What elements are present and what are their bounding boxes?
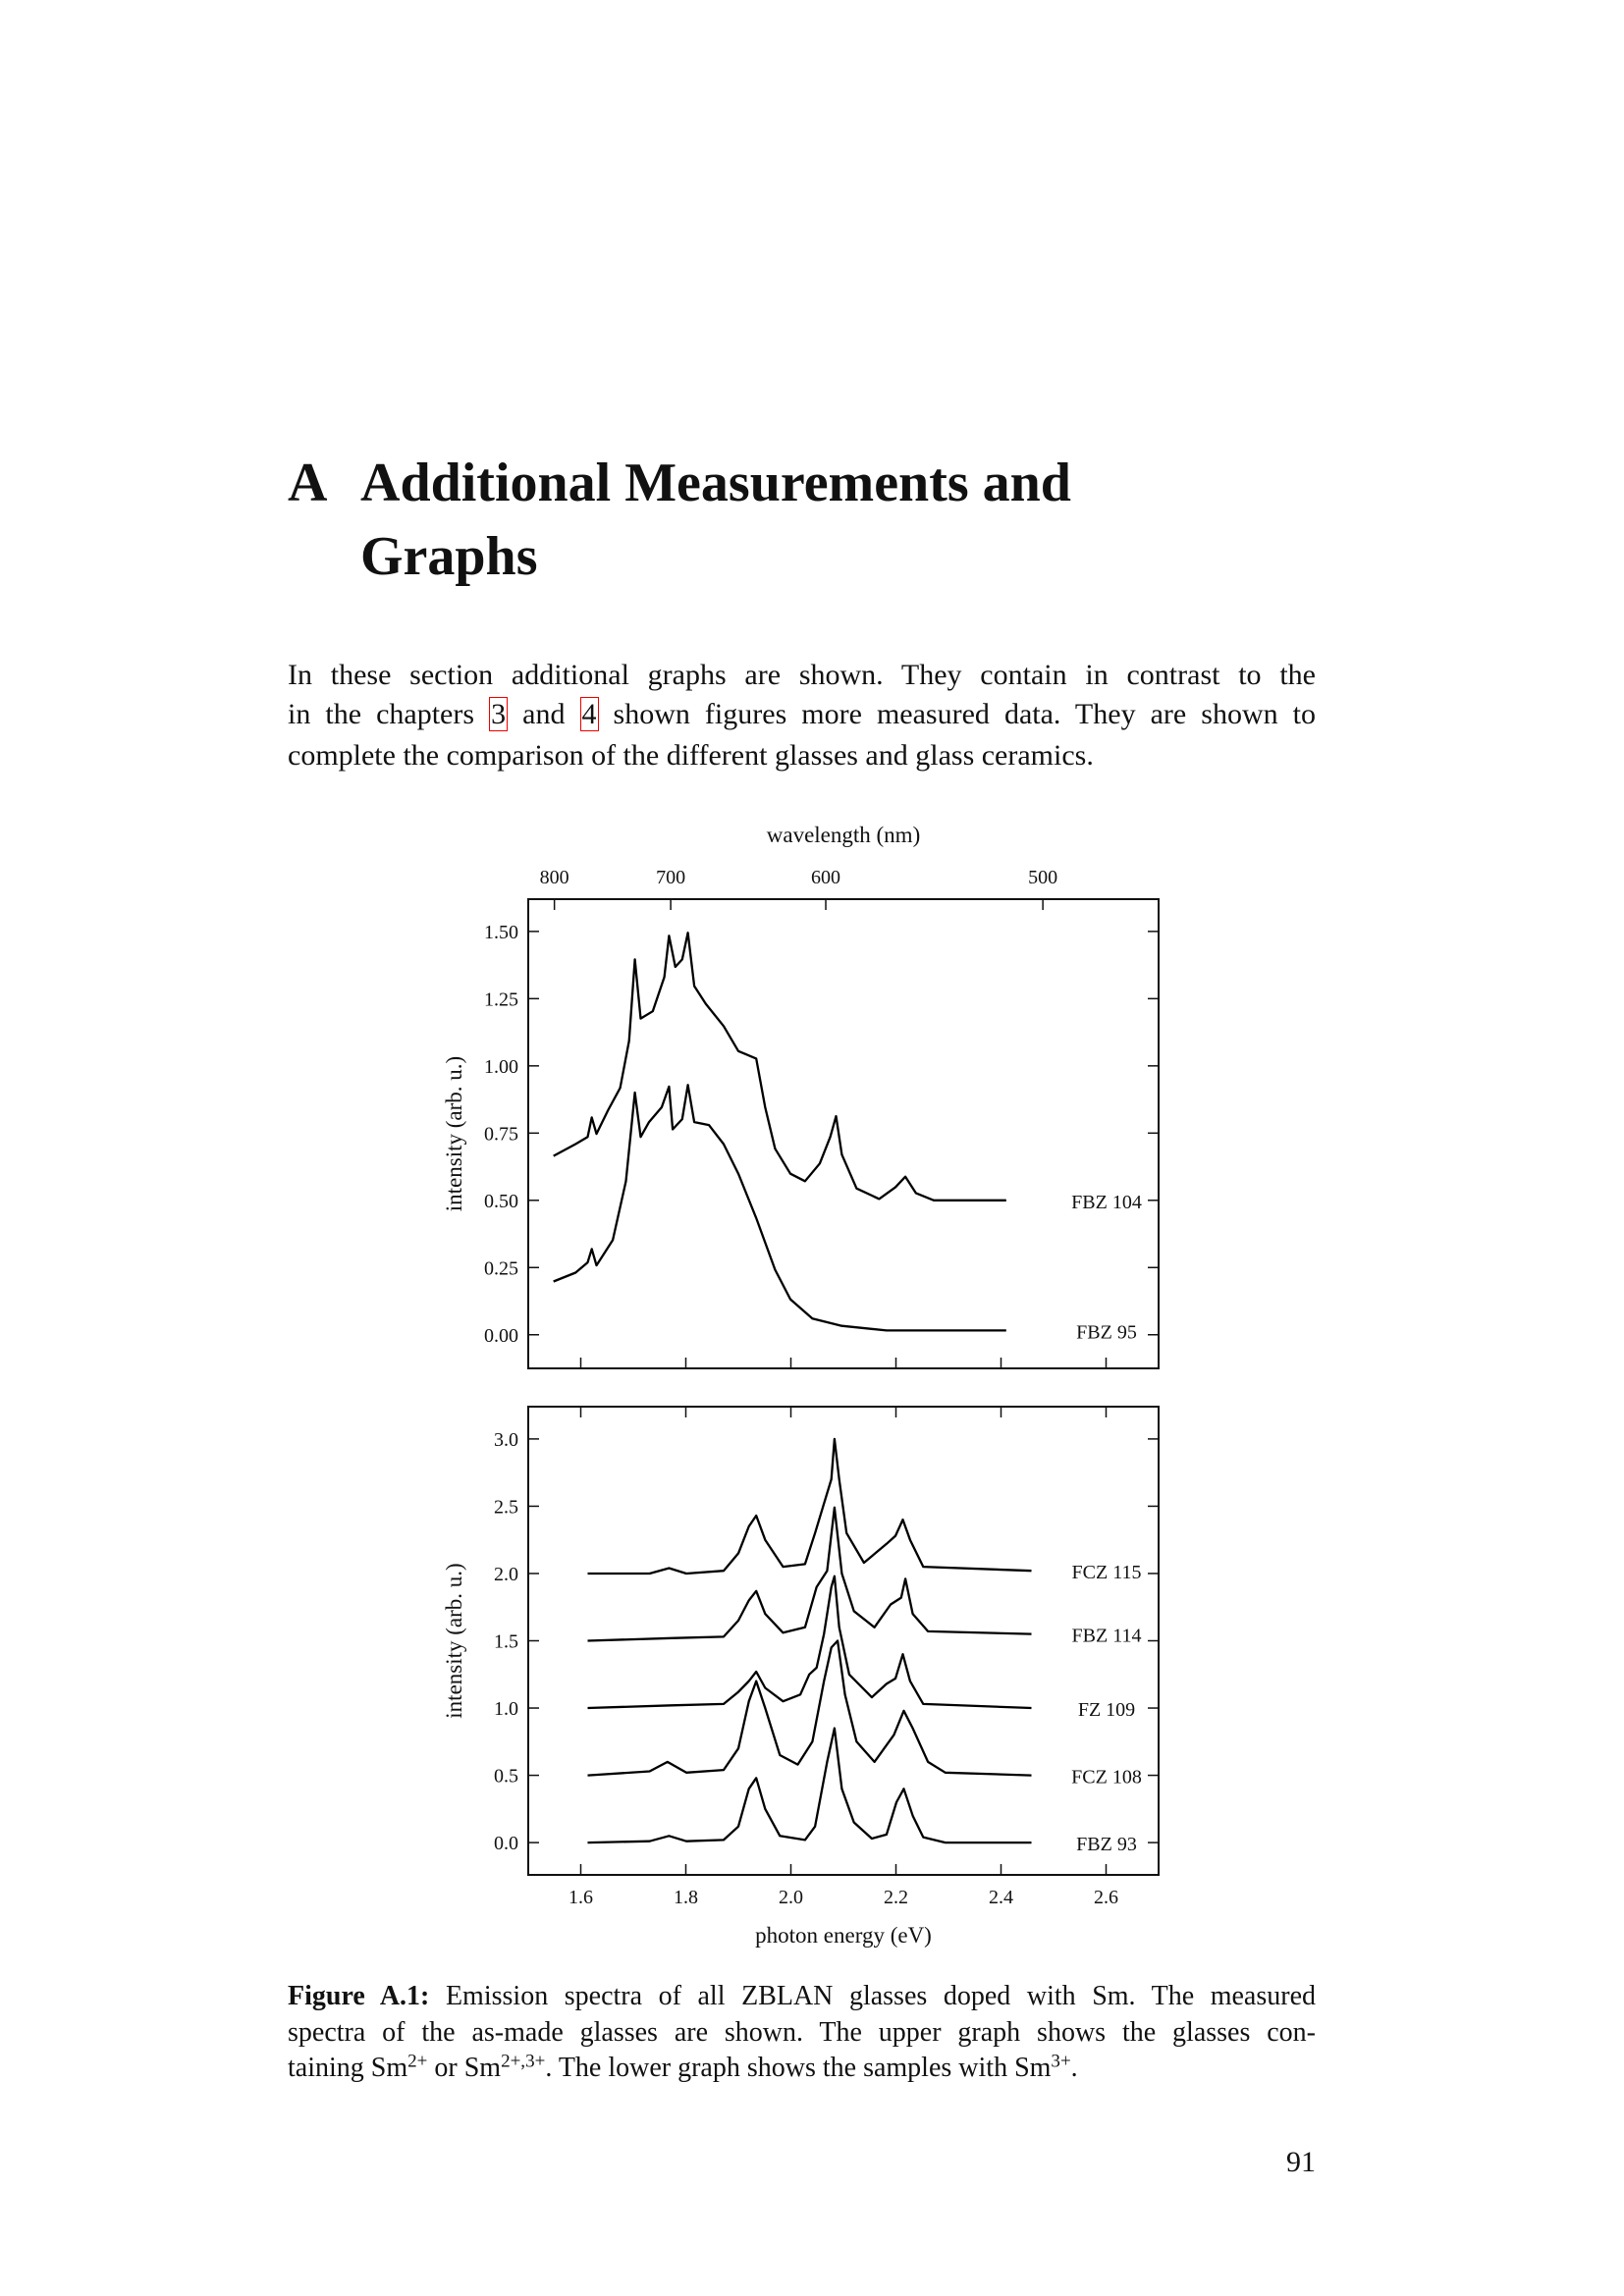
chapter-link[interactable]: 4 — [579, 697, 599, 731]
spectrum-line — [587, 1437, 1032, 1575]
y-tick-label: 0.50 — [484, 1191, 518, 1212]
x-tick-label: 1.8 — [674, 1887, 698, 1908]
x2-tick-label: 700 — [656, 867, 685, 888]
caption-line: spectra of the as-made glasses are shown… — [288, 2017, 1316, 2048]
text: . — [1070, 2053, 1078, 2083]
y-tick-label: 0.25 — [484, 1257, 518, 1279]
series-label: FBZ 104 — [1071, 1192, 1142, 1213]
paragraph-line: In these section additional graphs are s… — [288, 659, 1316, 691]
heading-number: A — [288, 453, 328, 513]
text: shown figures more measured data. They a… — [613, 698, 1317, 730]
caption-line: Figure A.1: Emission spectra of all ZBLA… — [288, 1983, 1316, 2010]
x-tick-label: 1.6 — [568, 1887, 593, 1908]
y-tick-label: 2.0 — [494, 1564, 518, 1585]
text: taining Sm — [288, 2053, 408, 2083]
x-tick-label: 2.0 — [779, 1887, 803, 1908]
text: in the chapters — [288, 698, 475, 730]
superscript: 2+ — [407, 2051, 428, 2072]
series-label: FBZ 95 — [1076, 1321, 1137, 1343]
series-label: FZ 109 — [1078, 1699, 1135, 1721]
heading-line: Graphs — [360, 526, 538, 587]
x-tick-label: 2.4 — [989, 1887, 1013, 1908]
text: or Sm — [434, 2053, 502, 2083]
series-label: FBZ 93 — [1076, 1834, 1137, 1855]
text: and — [522, 698, 566, 730]
superscript: 2+,3+ — [501, 2051, 546, 2072]
heading-line: Additional Measurements and — [360, 453, 1071, 513]
text: . The lower graph shows the samples with… — [545, 2053, 1052, 2083]
spectrum-line — [553, 932, 1006, 1201]
y-tick-label: 0.75 — [484, 1123, 518, 1145]
spectrum-line — [587, 1506, 1032, 1642]
page-number: 91 — [1286, 2146, 1316, 2178]
y-tick-label: 1.25 — [484, 988, 518, 1010]
y-tick-label: 1.00 — [484, 1056, 518, 1078]
y-tick-label: 1.5 — [494, 1631, 518, 1653]
y-tick-label: 0.0 — [494, 1833, 518, 1854]
y-axis-label: intensity (arb. u.) — [442, 1563, 466, 1718]
chapter-link[interactable]: 3 — [489, 697, 509, 731]
series-label: FCZ 115 — [1072, 1562, 1142, 1583]
spectrum-line — [587, 1727, 1032, 1844]
x2-tick-label: 500 — [1028, 867, 1057, 888]
spectrum-line — [553, 1084, 1006, 1332]
y-tick-label: 2.5 — [494, 1496, 518, 1518]
x2-tick-label: 600 — [811, 867, 840, 888]
x-axis-label: photon energy (eV) — [755, 1923, 932, 1948]
series-label: FCZ 108 — [1071, 1767, 1142, 1789]
x2-axis-label: wavelength (nm) — [767, 823, 920, 847]
series-label: FBZ 114 — [1072, 1626, 1142, 1647]
spectrum-line — [587, 1639, 1032, 1777]
y-tick-label: 0.00 — [484, 1325, 518, 1347]
y-tick-label: 3.0 — [494, 1429, 518, 1451]
y-tick-label: 1.0 — [494, 1698, 518, 1720]
x2-tick-label: 800 — [540, 867, 569, 888]
caption-line: taining Sm2+ or Sm2+,3+. The lower graph… — [288, 2052, 1316, 2083]
y-axis-label: intensity (arb. u.) — [442, 1056, 466, 1211]
paragraph-line: complete the comparison of the different… — [288, 739, 1094, 772]
y-tick-label: 1.50 — [484, 922, 518, 943]
plot-frame — [527, 898, 1160, 1369]
x-tick-label: 2.2 — [884, 1887, 908, 1908]
y-tick-label: 0.5 — [494, 1766, 518, 1788]
paragraph-line: in the chapters 3 and 4 shown figures mo… — [288, 697, 1317, 731]
x-tick-label: 2.6 — [1094, 1887, 1118, 1908]
spectrum-line — [587, 1575, 1032, 1710]
caption-label: Figure A.1: — [288, 1981, 430, 2011]
superscript: 3+ — [1051, 2051, 1071, 2072]
text: Emission spectra of all ZBLAN glasses do… — [445, 1981, 1316, 2011]
